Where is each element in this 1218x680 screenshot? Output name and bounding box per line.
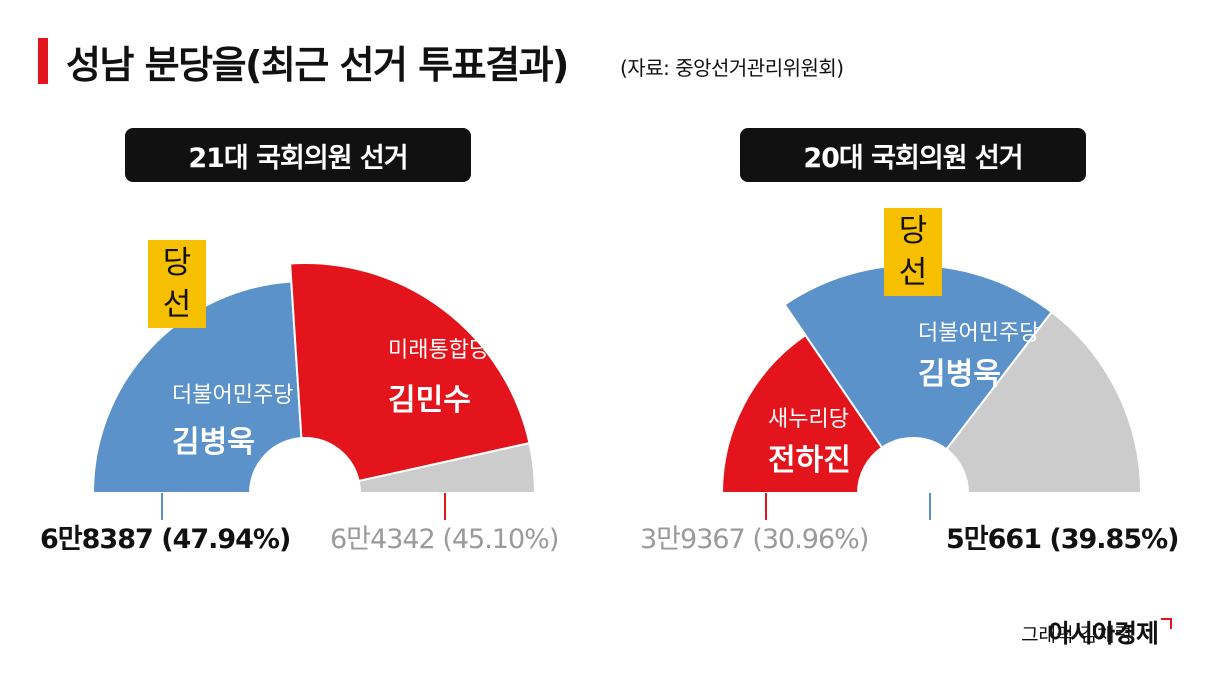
chart-title-21: 21대 국회의원 선거 (125, 128, 471, 182)
chart1-slice-1 (783, 264, 1054, 451)
chart0-percent-1: (45.10%) (442, 524, 558, 555)
winner-badge-21-line2: 선 (162, 287, 192, 323)
chart0-slice-2 (357, 441, 537, 494)
source-note: (자료: 중앙선거관리위원회) (620, 56, 844, 80)
winner-badge-20-line2: 선 (898, 255, 928, 291)
chart0-value-label-1: 6만4342 (45.10%) (330, 524, 558, 555)
chart0-party-label-0: 더불어민주당 (172, 383, 293, 408)
chart1-slice-2 (945, 310, 1143, 494)
chart0-votes-0: 6만8387 (40, 524, 161, 555)
chart1-candidate-label-0: 전하진 (768, 443, 851, 478)
winner-badge-20: 당 선 (884, 208, 942, 296)
chart1-percent-1: (39.85%) (1049, 524, 1178, 555)
chart1-slice-0 (720, 333, 884, 494)
chart1-votes-1: 5만661 (946, 524, 1049, 555)
chart1-party-label-0: 새누리당 (768, 407, 849, 432)
chart0-candidate-label-0: 김병욱 (172, 425, 255, 460)
publisher-logo: 아시아경제 (1047, 619, 1159, 648)
chart0-party-label-1: 미래통합당 (388, 338, 489, 363)
winner-badge-20-line1: 당 (898, 213, 928, 249)
chart0-value-label-0: 6만8387 (47.94%) (40, 524, 290, 555)
chart1-candidate-label-1: 김병욱 (918, 357, 1001, 392)
chart1-votes-0: 3만9367 (640, 524, 752, 555)
chart1-percent-0: (30.96%) (752, 524, 868, 555)
page-title: 성남 분당을(최근 선거 투표결과) (66, 43, 569, 87)
chart1-value-label-1: 5만661 (39.85%) (946, 524, 1179, 555)
chart0-slice-1 (289, 262, 531, 483)
chart1-party-label-1: 더불어민주당 (918, 321, 1039, 346)
chart-title-20: 20대 국회의원 선거 (740, 128, 1086, 182)
winner-badge-21-line1: 당 (162, 245, 192, 281)
chart0-votes-1: 6만4342 (330, 524, 442, 555)
chart0-percent-0: (47.94%) (161, 524, 290, 555)
graphic-credit: 그래픽 김채령 (1021, 624, 1132, 646)
logo-mark-icon (1161, 618, 1172, 629)
chart1-value-label-0: 3만9367 (30.96%) (640, 524, 868, 555)
title-accent-bar (38, 38, 48, 84)
winner-badge-21: 당 선 (148, 240, 206, 328)
chart0-candidate-label-1: 김민수 (388, 383, 471, 418)
chart0-slice-0 (91, 280, 303, 494)
